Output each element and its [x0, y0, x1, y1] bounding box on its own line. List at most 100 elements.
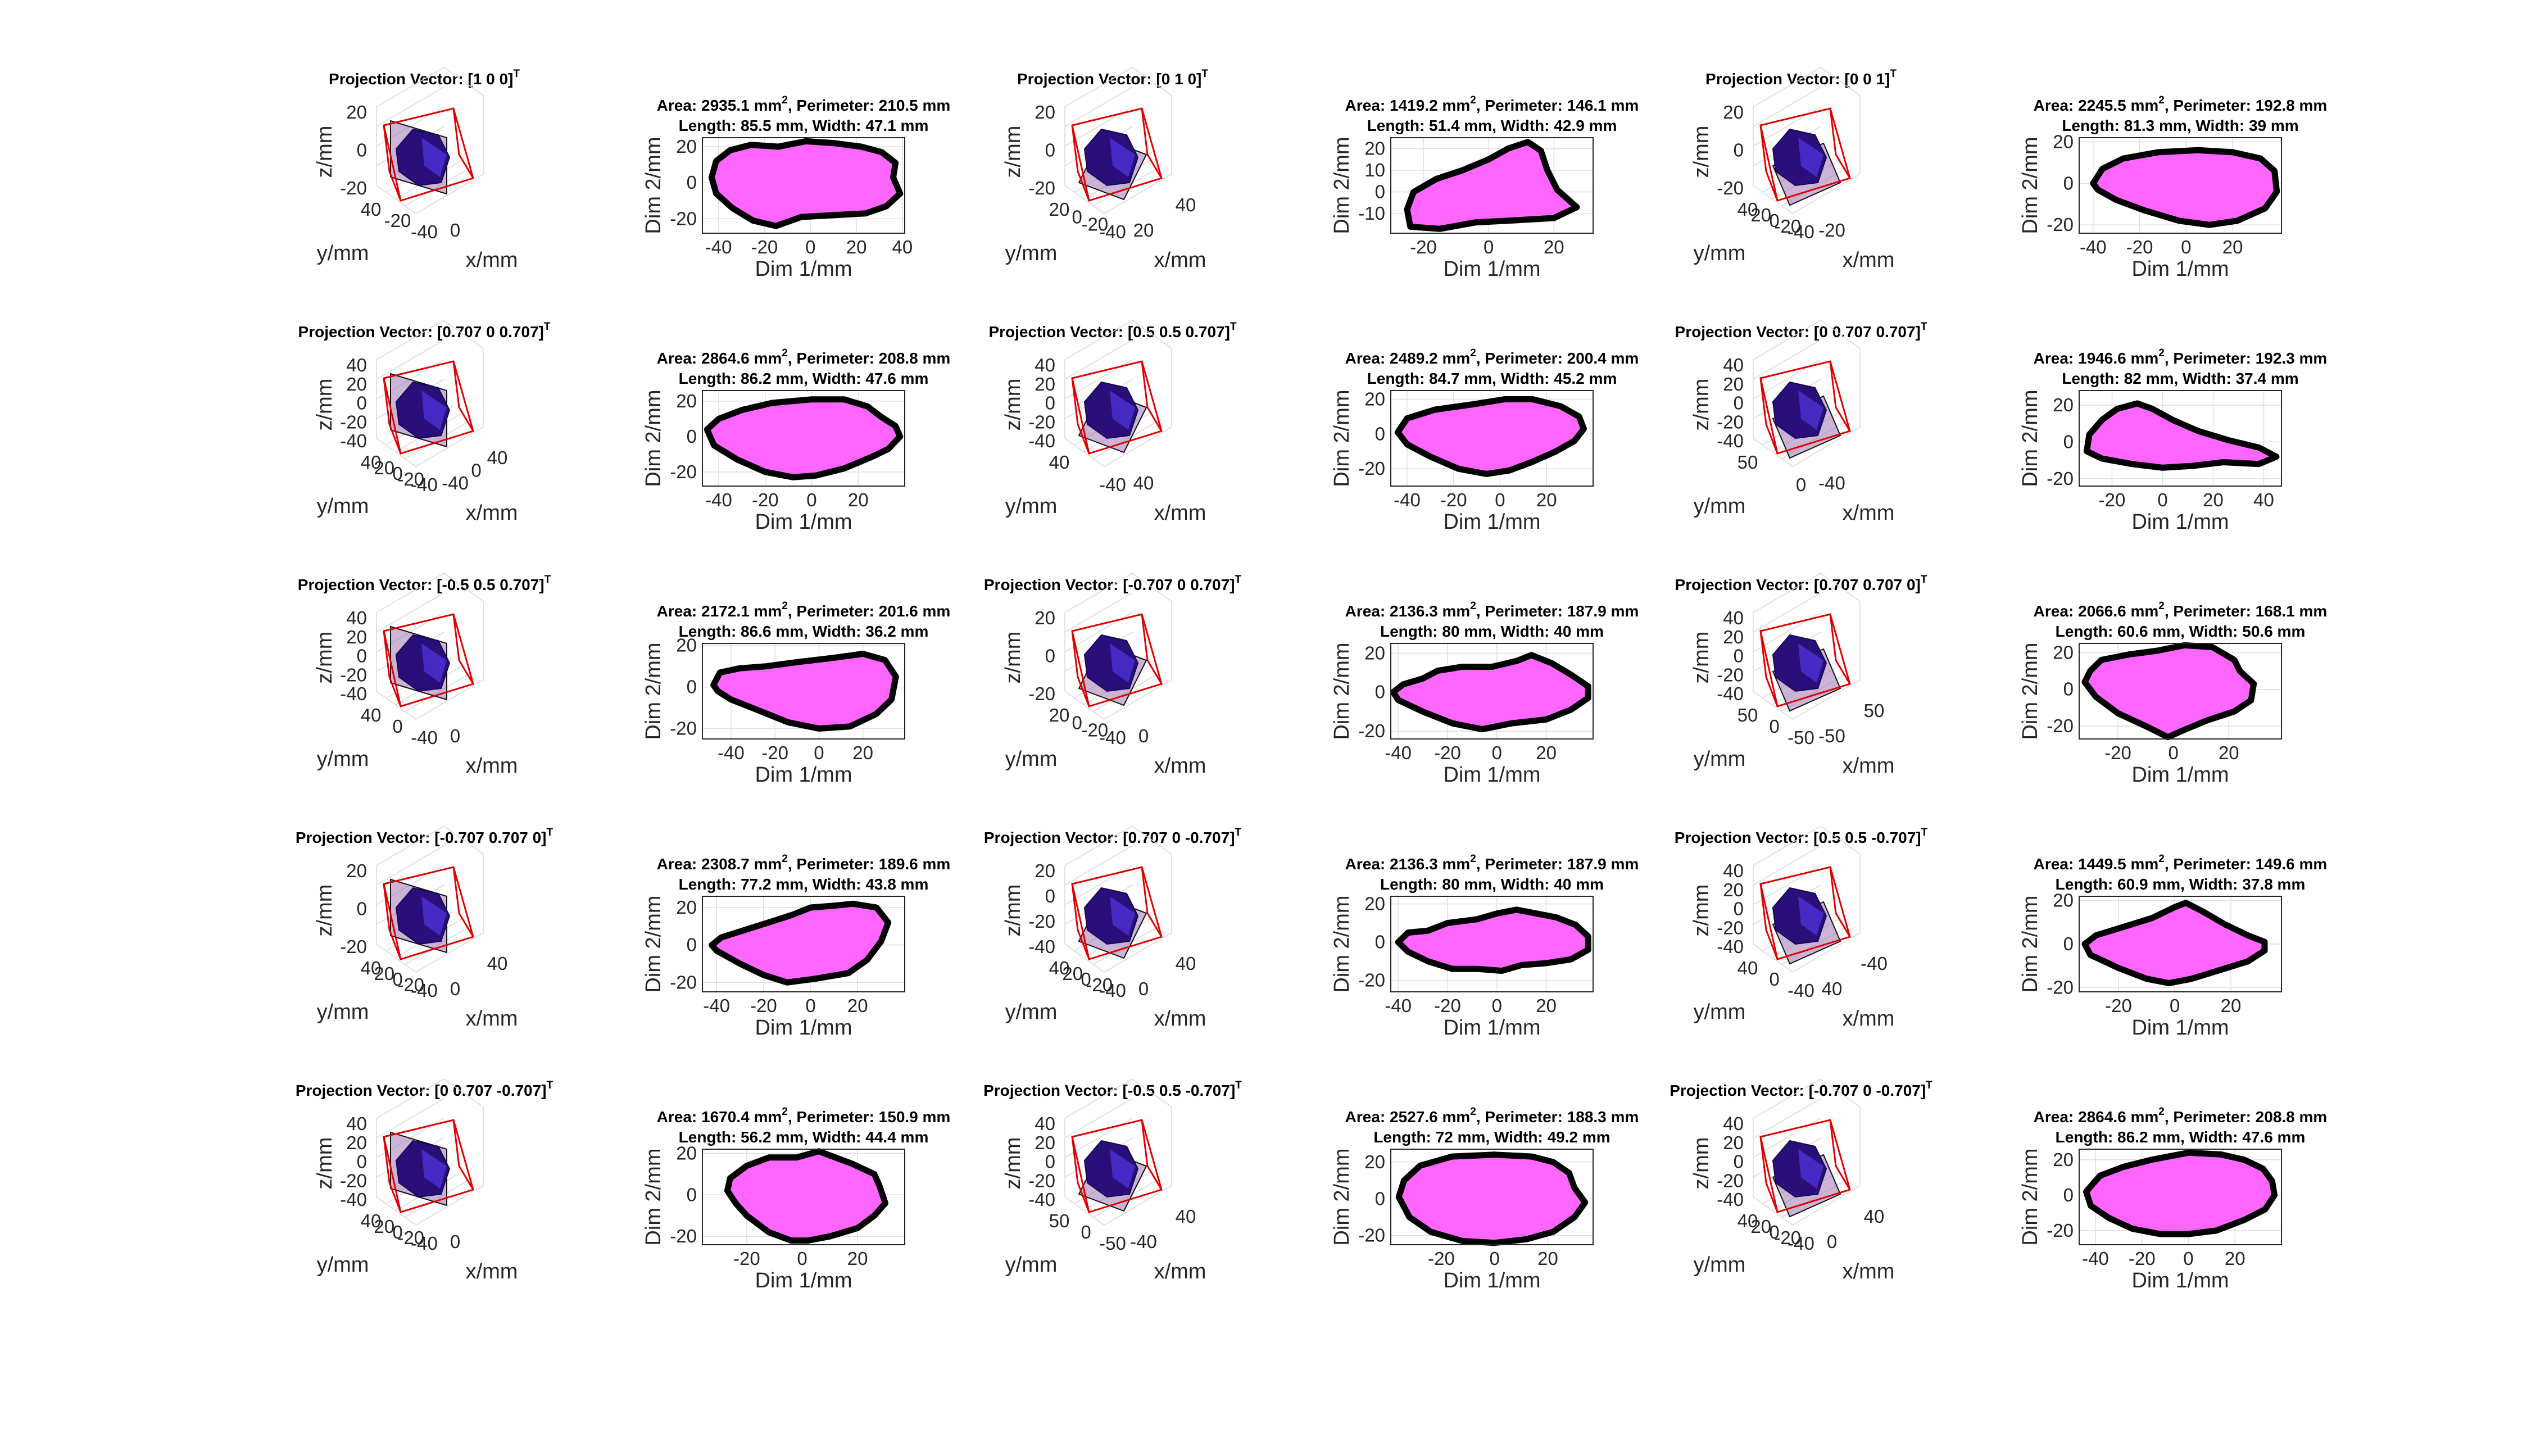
z-axis-label: z/mm [1690, 1137, 1713, 1190]
x-axis-label: Dim 1/mm [2131, 510, 2229, 534]
projection-title-text: Projection Vector: [0.707 0 -0.707] [984, 829, 1235, 846]
area-title-line1: Area: 1449.5 mm2, Perimeter: 149.6 mm [2034, 853, 2328, 873]
z-tick-label: 0 [1734, 140, 1744, 161]
y-axis-label: Dim 2/mm [642, 642, 665, 740]
x-tick-label: 0 [805, 995, 815, 1016]
projection-panel: Projection Vector: [0.707 0 -0.707]T200-… [984, 825, 1242, 1031]
y-tick-label: 50 [1049, 1210, 1070, 1231]
area-panel: Area: 2245.5 mm2, Perimeter: 192.8 mm Len… [2018, 94, 2327, 281]
projection-title-text: Projection Vector: [-0.707 0 0.707] [984, 576, 1235, 593]
x-axis-label: x/mm [1843, 1260, 1895, 1283]
x-tick-label: 20 [1537, 1248, 1558, 1269]
x-tick-label: 50 [1864, 700, 1885, 721]
y-tick-label: -40 [1099, 474, 1126, 495]
axes-box [376, 825, 484, 973]
x-tick-label: 20 [1536, 995, 1557, 1016]
x-tick-label: 40 [1864, 1206, 1885, 1227]
y-tick-label: -20 [2047, 715, 2074, 736]
x-axis-label: x/mm [466, 1260, 518, 1283]
z-axis-label: z/mm [1001, 1137, 1025, 1190]
x-tick-label: 20 [847, 1248, 868, 1269]
y-tick-label: 20 [1750, 1216, 1771, 1237]
y-tick-label: 0 [1072, 712, 1082, 733]
area-title-text: Area: 2136.3 mm [1345, 602, 1471, 620]
y-tick-label: -20 [384, 210, 411, 231]
z-tick-label: 40 [1723, 1113, 1744, 1134]
x-tick-label: -20 [750, 995, 777, 1016]
grid-line [376, 1098, 444, 1139]
z-tick-label: -40 [340, 1189, 367, 1210]
z-axis-label: z/mm [313, 126, 337, 178]
y-tick-label: 40 [361, 199, 382, 220]
plot-frame [702, 1149, 905, 1245]
x-tick-label: -20 [733, 1248, 760, 1269]
area-title-line1: Area: 2136.3 mm2, Perimeter: 187.9 mm [1345, 600, 1639, 620]
y-axis-label: y/mm [1005, 1000, 1058, 1024]
y-tick-label: 0 [1796, 474, 1806, 495]
x-axis-label: x/mm [1843, 501, 1895, 525]
x-tick-label: 0 [805, 237, 815, 257]
projection-title-superscript: T [1201, 68, 1208, 80]
z-tick-label: 0 [1045, 646, 1055, 666]
area-title-text: Area: 2136.3 mm [1345, 855, 1471, 873]
y-tick-label: -40 [411, 727, 438, 748]
projection-title: Projection Vector: [-0.707 0 0.707]T [984, 574, 1242, 593]
area-title-superscript: 2 [2158, 347, 2165, 359]
axes-box [376, 573, 484, 720]
bounding-box-edges [1071, 108, 1163, 201]
x-axis-label: Dim 1/mm [1443, 1016, 1540, 1040]
plot-frame [1390, 390, 1594, 487]
y-tick-label: 0 [687, 172, 697, 193]
particle-facet [1798, 1149, 1823, 1189]
y-tick-label: 0 [1081, 1222, 1091, 1242]
z-tick-label: -20 [1717, 664, 1744, 685]
y-tick-label: -20 [1358, 720, 1385, 741]
x-tick-label: 40 [487, 447, 508, 468]
x-axis-label: x/mm [466, 754, 518, 778]
projection-title-text: Projection Vector: [-0.5 0.5 0.707] [298, 576, 545, 593]
area-title-superscript: 2 [1470, 94, 1476, 106]
y-axis-label: y/mm [1005, 747, 1058, 771]
grid-line [1753, 845, 1821, 886]
area-title-superscript: 2 [782, 600, 788, 612]
area-title-text: Area: 2489.2 mm [1345, 350, 1471, 367]
y-tick-label: 20 [1364, 893, 1385, 914]
y-tick-label: 0 [1769, 969, 1779, 990]
z-tick-label: 20 [1723, 102, 1744, 123]
y-axis-label: Dim 2/mm [2018, 137, 2042, 234]
particle-facet [421, 1149, 447, 1189]
bounding-box-edges [1759, 361, 1851, 454]
x-tick-label: 0 [450, 1231, 460, 1252]
particle-facet [1798, 643, 1823, 683]
area-title-text: Area: 2172.1 mm [657, 602, 782, 620]
area-title-superscript: 2 [1470, 1106, 1476, 1118]
y-tick-label: -20 [670, 461, 697, 482]
area-title-line2: Length: 77.2 mm, Width: 43.8 mm [679, 876, 929, 893]
y-axis-label: y/mm [317, 495, 369, 518]
plot-frame [1390, 1149, 1594, 1245]
y-axis-label: Dim 2/mm [2018, 642, 2042, 740]
z-tick-label: 0 [1045, 140, 1055, 161]
y-axis-label: y/mm [1005, 242, 1058, 265]
z-tick-label: 20 [1723, 1132, 1744, 1153]
grid-line [1753, 592, 1821, 633]
x-axis-label: x/mm [1154, 501, 1206, 525]
projected-area [1394, 396, 1587, 477]
y-axis-label: Dim 2/mm [1330, 389, 1354, 487]
z-tick-label: -20 [1028, 178, 1055, 198]
y-tick-label: 20 [374, 1216, 394, 1237]
z-tick-label: -40 [1028, 430, 1055, 451]
x-tick-label: 0 [450, 978, 460, 999]
x-tick-label: 0 [1492, 995, 1502, 1016]
x-tick-label: 40 [1176, 1206, 1196, 1227]
z-tick-label: 20 [1035, 1132, 1055, 1153]
particle-facet [421, 896, 447, 936]
area-title-text: , Perimeter: 208.8 mm [2165, 1108, 2328, 1126]
area-panel: Area: 2136.3 mm2, Perimeter: 187.9 mm Len… [1330, 600, 1639, 787]
x-tick-label: 40 [1176, 194, 1196, 215]
z-tick-label: 40 [1723, 860, 1744, 881]
plot-frame [1390, 896, 1594, 992]
z-tick-label: 0 [1045, 1151, 1055, 1172]
z-tick-label: 40 [1723, 355, 1744, 375]
